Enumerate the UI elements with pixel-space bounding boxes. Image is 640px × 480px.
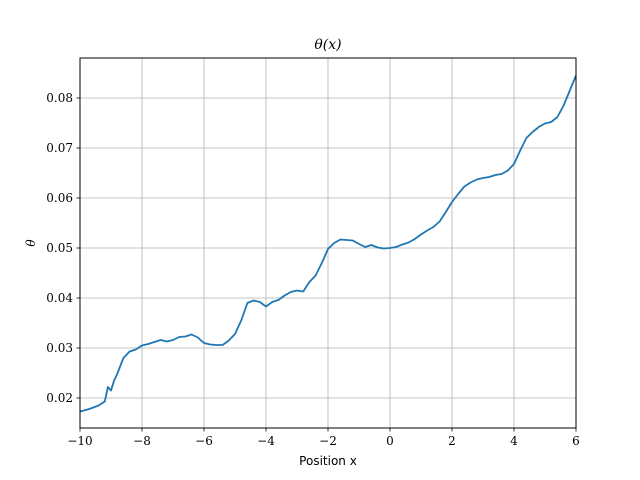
y-tick-label: 0.06 [46,191,73,205]
y-axis-label: θ [24,239,38,247]
x-tick-label: 2 [448,434,456,448]
x-tick-label: −4 [257,434,275,448]
series-line [79,75,577,413]
y-tick-label: 0.02 [46,391,73,405]
ticks: −10 −8 −6 −4 −2 0 2 4 6 0.02 0.03 0.04 0.05 0.06 0.07 0… [46,91,580,448]
x-tick-label: −2 [319,434,337,448]
y-tick-label: 0.08 [46,91,73,105]
x-tick-label: −6 [195,434,213,448]
series-layer [79,75,577,413]
grid [79,58,577,428]
y-tick-label: 0.04 [46,291,73,305]
y-tick-label: 0.05 [46,241,73,255]
x-tick-label: 0 [386,434,394,448]
y-tick-label: 0.07 [46,141,73,155]
x-tick-label: 6 [572,434,580,448]
x-tick-label: −8 [133,434,151,448]
x-tick-label: −10 [67,434,92,448]
x-axis-label: Position x [299,454,357,468]
y-tick-label: 0.03 [46,341,73,355]
chart-title: θ(x) [314,37,341,53]
x-tick-label: 4 [510,434,518,448]
